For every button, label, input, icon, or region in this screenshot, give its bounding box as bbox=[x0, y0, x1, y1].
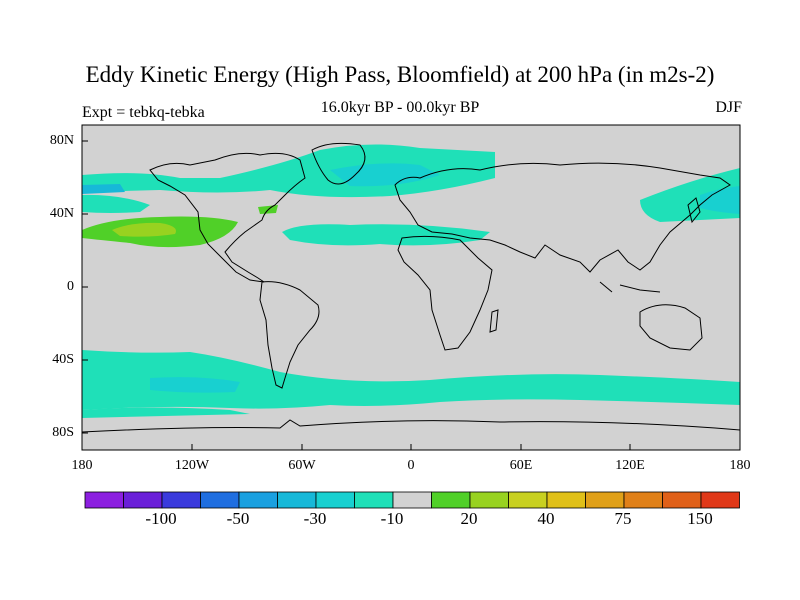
coastline-indonesia bbox=[599, 281, 661, 293]
contour-band-sh-south bbox=[82, 407, 250, 418]
colorbar-box bbox=[585, 491, 625, 509]
colorbar-box bbox=[238, 491, 278, 509]
colorbar-label: -50 bbox=[226, 509, 250, 528]
lon-label-120w: 120W bbox=[174, 458, 210, 473]
map-subtitle: 16.0kyr BP - 00.0kyr BP bbox=[320, 99, 480, 116]
coastline-north-america bbox=[149, 152, 306, 283]
lon-label-180w: 180 bbox=[71, 458, 93, 473]
colorbar bbox=[84, 491, 740, 509]
contour-band-sh-north bbox=[82, 350, 740, 410]
coastline-antarctica bbox=[82, 419, 740, 433]
contour-band-atlantic bbox=[282, 224, 490, 246]
coastlines bbox=[82, 142, 740, 433]
axis-ticks bbox=[81, 140, 741, 450]
contour-band-nh-west-dark bbox=[82, 184, 125, 194]
colorbar-label: 75 bbox=[614, 509, 632, 528]
coastline-south-america bbox=[259, 281, 320, 389]
colorbar-box bbox=[315, 491, 355, 509]
colorbar-box bbox=[508, 491, 548, 509]
lat-label-80s: 80S bbox=[52, 425, 74, 440]
coastline-greenland bbox=[311, 142, 366, 185]
colorbar-box bbox=[662, 491, 702, 509]
contour-band-nh-east-inner bbox=[700, 186, 740, 214]
colorbar-box bbox=[200, 491, 240, 509]
lon-label-180e: 180 bbox=[729, 458, 751, 473]
colorbar-label: 20 bbox=[460, 509, 478, 528]
colorbar-label: 150 bbox=[687, 509, 713, 528]
coastline-africa bbox=[397, 235, 493, 351]
colorbar-box bbox=[469, 491, 509, 509]
contour-band-sh-inner bbox=[150, 377, 240, 393]
colorbar-box bbox=[161, 491, 201, 509]
coastline-europe-asia bbox=[394, 162, 731, 273]
contour-band-nh-westpac bbox=[82, 194, 150, 213]
colorbar-box bbox=[277, 491, 317, 509]
colorbar-label: -10 bbox=[380, 509, 404, 528]
lat-label-eq: 0 bbox=[67, 279, 74, 294]
lat-label-80n: 80N bbox=[49, 133, 74, 148]
experiment-label: Expt = tebkq-tebka bbox=[82, 104, 205, 121]
colorbar-box bbox=[392, 491, 432, 509]
lat-label-40n: 40N bbox=[49, 206, 74, 221]
colorbar-box bbox=[354, 491, 394, 509]
lat-label-40s: 40S bbox=[52, 352, 74, 367]
coastline-japan bbox=[687, 197, 701, 224]
colorbar-label: -30 bbox=[303, 509, 327, 528]
colorbar-box bbox=[123, 491, 163, 509]
colorbar-label: -100 bbox=[145, 509, 177, 528]
colorbar-box bbox=[700, 491, 740, 509]
colorbar-box bbox=[431, 491, 471, 509]
lon-label-60e: 60E bbox=[509, 458, 533, 473]
map-title: Eddy Kinetic Energy (High Pass, Bloomfie… bbox=[85, 62, 715, 87]
colorbar-box bbox=[84, 491, 124, 509]
contour-band-nh-north-inner bbox=[330, 163, 440, 187]
coastline-australia bbox=[639, 304, 703, 351]
season-label: DJF bbox=[715, 99, 742, 116]
lon-label-60w: 60W bbox=[288, 458, 316, 473]
colorbar-label: 40 bbox=[537, 509, 555, 528]
coastline-madagascar bbox=[489, 309, 499, 333]
lon-label-120e: 120E bbox=[615, 458, 645, 473]
contour-positive-pacific-core bbox=[112, 222, 176, 237]
contour-field bbox=[82, 125, 740, 450]
colorbar-box bbox=[623, 491, 663, 509]
lon-label-0: 0 bbox=[407, 458, 415, 473]
colorbar-box bbox=[546, 491, 586, 509]
